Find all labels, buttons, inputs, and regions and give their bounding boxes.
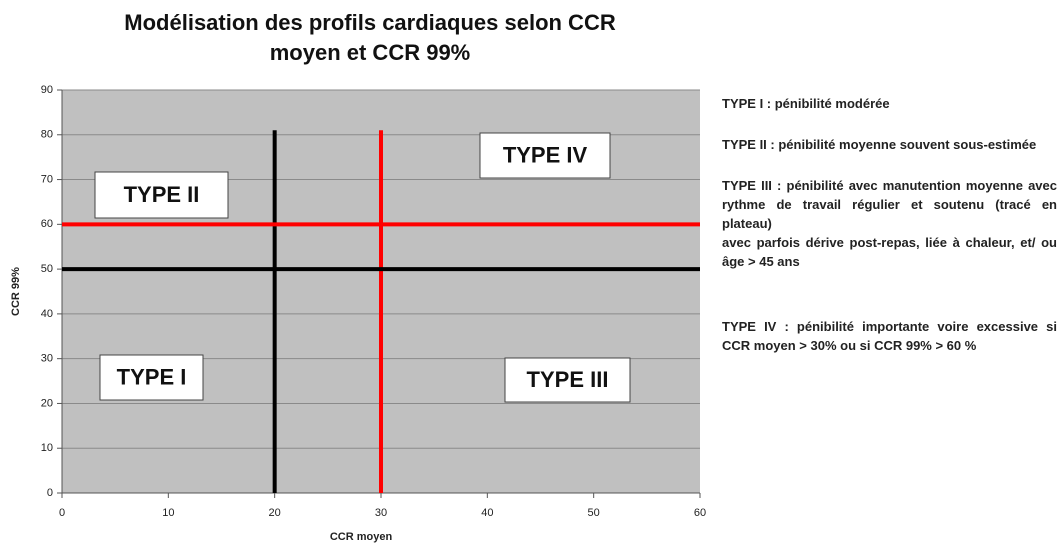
y-tick-label: 80 bbox=[41, 129, 53, 141]
annotation: TYPE III bbox=[527, 367, 609, 392]
note: TYPE I : pénibilité modérée bbox=[722, 96, 890, 111]
x-tick-label: 60 bbox=[694, 507, 706, 519]
y-tick-label: 20 bbox=[41, 397, 53, 409]
notes: TYPE I : pénibilité modérée TYPE II : pén… bbox=[722, 94, 1057, 355]
x-tick-label: 20 bbox=[269, 507, 281, 519]
y-tick-label: 40 bbox=[41, 308, 53, 320]
x-tick-label: 40 bbox=[481, 507, 493, 519]
x-tick-label: 10 bbox=[162, 507, 174, 519]
x-tick-label: 0 bbox=[59, 507, 65, 519]
annotation-box bbox=[99, 354, 204, 401]
note: avec parfois dérive post-repas, liée à c… bbox=[722, 235, 1057, 269]
note: TYPE III : pénibilité avec manutention m… bbox=[722, 178, 1057, 231]
annotation: TYPE IV bbox=[503, 142, 588, 167]
note: TYPE II : pénibilité moyenne souvent sou… bbox=[722, 137, 1037, 152]
annotation: TYPE II bbox=[124, 182, 200, 207]
annotation-box bbox=[94, 171, 229, 219]
annotation-box bbox=[479, 132, 611, 179]
x-tick-label: 30 bbox=[375, 507, 387, 519]
y-axis-label: CCR 99% bbox=[10, 267, 22, 316]
y-tick-label: 10 bbox=[41, 442, 53, 454]
annotation: TYPE I bbox=[117, 364, 187, 389]
y-tick-label: 30 bbox=[41, 353, 53, 365]
note: TYPE IV : pénibilité importante voire ex… bbox=[722, 319, 1057, 353]
x-tick-label: 50 bbox=[588, 507, 600, 519]
y-tick-label: 50 bbox=[41, 263, 53, 275]
chart: 0 10 20 30 40 50 60 70 80 90 0 10 20 30 40 50 60 CCR moye… bbox=[10, 84, 706, 543]
y-tick-label: 70 bbox=[41, 173, 53, 185]
chart-title: Modélisation des profils cardiaques selo… bbox=[124, 10, 616, 65]
y-tick-label: 90 bbox=[41, 84, 53, 96]
y-tick-label: 0 bbox=[47, 487, 53, 499]
annotation-box bbox=[504, 357, 631, 403]
y-tick-label: 60 bbox=[41, 218, 53, 230]
x-axis-label: CCR moyen bbox=[330, 531, 393, 543]
